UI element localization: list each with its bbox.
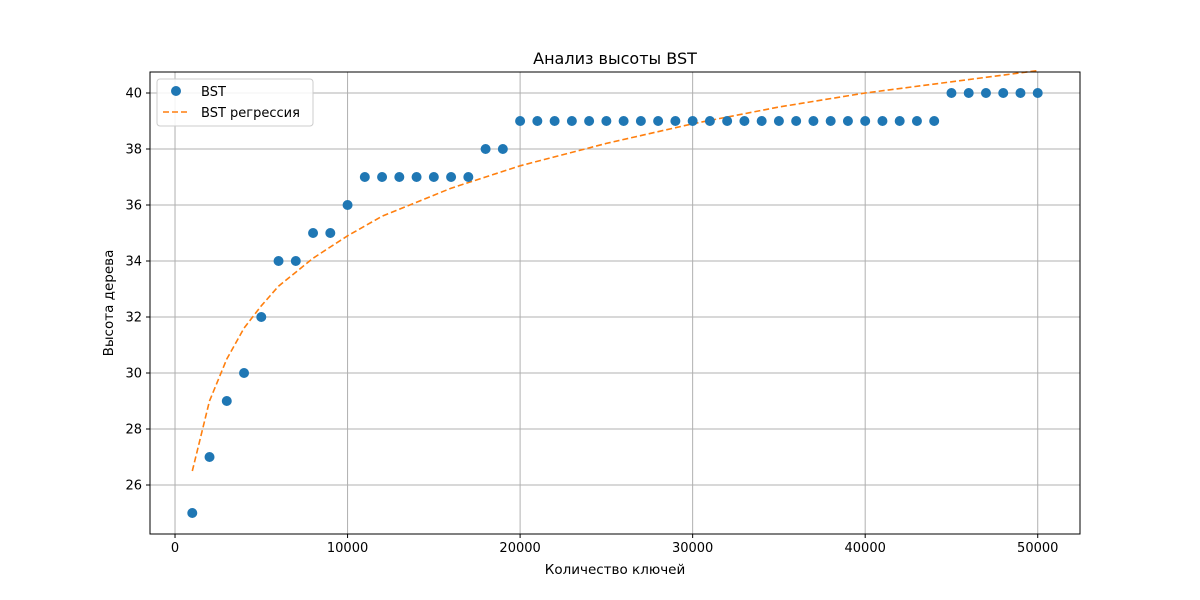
data-point [446, 172, 457, 182]
data-point [911, 116, 922, 126]
data-point [860, 116, 871, 126]
data-point [239, 368, 250, 378]
data-point [980, 88, 991, 98]
data-point [308, 228, 319, 238]
x-tick-label: 50000 [1017, 541, 1058, 556]
x-tick-label: 30000 [672, 541, 713, 556]
data-point [221, 396, 232, 406]
data-point [325, 228, 336, 238]
y-axis-label: Высота дерева [101, 250, 117, 357]
y-tick-label: 36 [125, 199, 142, 214]
data-point [359, 172, 370, 182]
data-point [549, 116, 560, 126]
y-tick-label: 38 [125, 143, 142, 158]
data-point [377, 172, 388, 182]
data-point [411, 172, 422, 182]
data-point [566, 116, 577, 126]
y-tick-label: 40 [125, 87, 142, 102]
data-point [584, 116, 595, 126]
x-tick-label: 10000 [327, 541, 368, 556]
data-point [342, 200, 353, 210]
grid [150, 72, 1080, 534]
data-point [946, 88, 957, 98]
data-point [704, 116, 715, 126]
data-point [290, 256, 301, 266]
data-point [825, 116, 836, 126]
data-point [204, 452, 215, 462]
legend-label-regression: BST регрессия [201, 106, 300, 121]
data-point [894, 116, 905, 126]
data-point [463, 172, 474, 182]
data-point [187, 508, 198, 518]
plot-frame [149, 71, 1081, 535]
data-point [756, 116, 767, 126]
data-point [877, 116, 888, 126]
data-point [842, 116, 853, 126]
data-point [618, 116, 629, 126]
data-point [515, 116, 526, 126]
y-tick-label: 28 [125, 423, 142, 438]
data-point [808, 116, 819, 126]
data-point [635, 116, 646, 126]
data-point [532, 116, 543, 126]
data-point [480, 144, 491, 154]
data-point [273, 256, 284, 266]
data-point [739, 116, 750, 126]
data-point [929, 116, 940, 126]
legend-label-bst: BST [201, 85, 226, 100]
data-point [394, 172, 405, 182]
legend: BST BST регрессия [156, 78, 314, 127]
data-point [601, 116, 612, 126]
data-point [998, 88, 1009, 98]
y-tick-label: 34 [125, 255, 142, 270]
data-point [1015, 88, 1026, 98]
x-tick-label: 40000 [845, 541, 886, 556]
y-tick-label: 30 [125, 367, 142, 382]
data-point [428, 172, 439, 182]
x-tick-label: 0 [171, 541, 179, 556]
chart-title: Анализ высоты BST [533, 49, 697, 68]
data-point [687, 116, 698, 126]
y-tick-label: 32 [125, 311, 142, 326]
scatter-layer [187, 88, 1043, 518]
legend-box [156, 78, 314, 127]
data-point [963, 88, 974, 98]
regression-line [191, 69, 1038, 472]
data-point [497, 144, 508, 154]
data-point [791, 116, 802, 126]
data-point [1032, 88, 1043, 98]
x-axis-label: Количество ключей [545, 562, 686, 578]
regression-layer [191, 69, 1038, 472]
y-axis-ticks: 26 28 30 32 34 36 38 40 [125, 87, 150, 494]
data-point [653, 116, 664, 126]
data-point [256, 312, 267, 322]
data-point [773, 116, 784, 126]
y-tick-label: 26 [125, 479, 142, 494]
x-axis-ticks: 0 10000 20000 30000 40000 50000 [171, 534, 1058, 556]
data-point [722, 116, 733, 126]
legend-marker-bst [171, 86, 181, 96]
x-tick-label: 20000 [499, 541, 540, 556]
data-point [670, 116, 681, 126]
